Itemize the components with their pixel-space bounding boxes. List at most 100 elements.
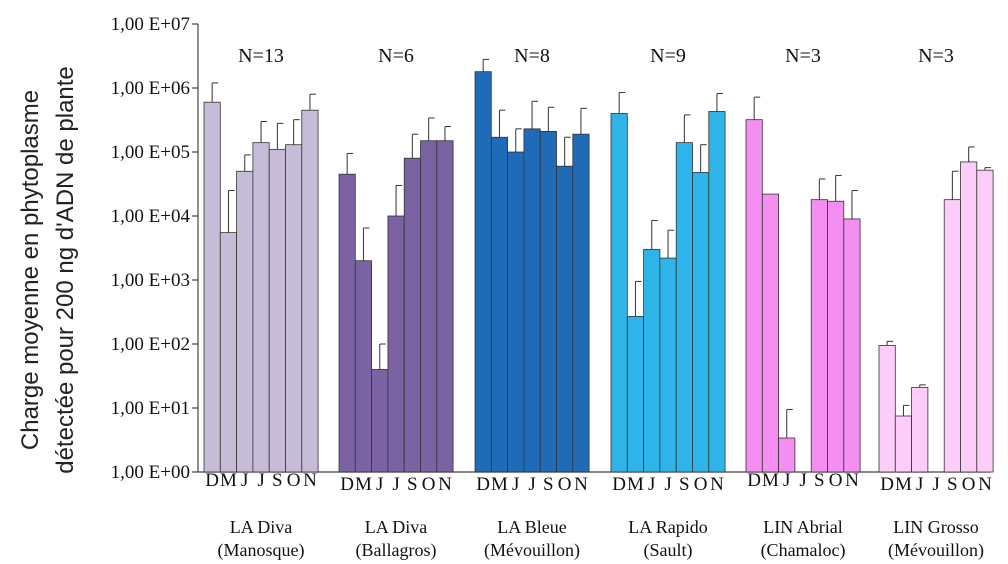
month-label: M: [220, 470, 237, 491]
bar: [252, 142, 270, 473]
bar: [761, 193, 779, 473]
bar: [219, 232, 238, 473]
n-label: N=3: [785, 45, 821, 67]
bar: [420, 140, 438, 473]
y-axis-title-line-1: Charge moyenne en phytoplasme: [17, 90, 44, 450]
month-label: M: [355, 474, 372, 495]
group-location: (Chamaloc): [761, 540, 846, 561]
bar: [539, 130, 557, 473]
month-label: S: [679, 474, 690, 495]
bar: [354, 260, 372, 473]
month-label: J: [664, 474, 671, 495]
month-label: J: [512, 474, 519, 495]
month-label: M: [762, 470, 779, 491]
bar: [301, 109, 319, 473]
month-label: D: [476, 474, 490, 495]
bar: [675, 142, 693, 473]
month-label: D: [880, 474, 894, 495]
month-label: N: [845, 470, 859, 491]
bar: [403, 157, 421, 473]
month-label: O: [422, 474, 436, 495]
bar: [692, 172, 710, 473]
bar: [387, 215, 405, 473]
month-label: J: [257, 470, 264, 491]
bar: [976, 169, 994, 473]
bar: [236, 170, 254, 473]
month-label: N: [438, 474, 452, 495]
bar: [708, 111, 726, 473]
bar: [827, 200, 845, 473]
month-label: D: [612, 474, 626, 495]
y-tick-label: 1,00 E+06: [111, 78, 190, 99]
month-label: J: [783, 470, 790, 491]
bar: [474, 71, 492, 473]
group-location: (Sault): [644, 540, 693, 561]
month-label: O: [694, 474, 708, 495]
bar: [436, 140, 454, 473]
bar: [960, 161, 978, 473]
bar: [507, 151, 525, 473]
group-name: LA Rapido: [628, 517, 708, 537]
y-axis-title: Charge moyenne en phytoplasme détectée p…: [17, 66, 79, 474]
month-label: O: [962, 474, 976, 495]
bar: [610, 113, 628, 473]
bar: [626, 315, 644, 473]
n-label: N=3: [918, 45, 954, 67]
bar: [285, 144, 303, 473]
n-label: N=6: [378, 45, 414, 67]
month-label: N: [978, 474, 992, 495]
month-label: N: [303, 470, 317, 491]
bar: [810, 199, 828, 473]
group-name: LA Diva: [365, 517, 428, 537]
bar: [745, 119, 763, 473]
labels: N=13D M J J S O NLA Diva(Manosque)N=6D M J J S O NLA…: [205, 45, 992, 561]
month-label: S: [407, 474, 418, 495]
month-label: D: [340, 474, 354, 495]
bar: [911, 386, 929, 473]
bar: [556, 165, 574, 473]
group-name: LA Diva: [230, 517, 293, 537]
bar: [203, 101, 221, 473]
bars: [203, 58, 994, 473]
month-label: S: [543, 474, 554, 495]
month-label: J: [648, 474, 655, 495]
month-label: N: [710, 474, 724, 495]
y-tick-label: 1,00 E+05: [111, 142, 190, 163]
n-label: N=13: [238, 45, 284, 67]
month-label: N: [574, 474, 588, 495]
month-label: M: [627, 474, 644, 495]
group-location: (Mévouillon): [888, 540, 984, 561]
bar: [268, 148, 286, 473]
month-label: D: [205, 470, 219, 491]
y-tick-label: 1,00 E+04: [111, 206, 191, 227]
y-tick-label: 1,00 E+03: [111, 270, 190, 291]
month-label: J: [528, 474, 535, 495]
month-label: J: [392, 474, 399, 495]
n-label: N=8: [514, 45, 550, 67]
month-label: S: [947, 474, 958, 495]
group-name: LIN Abrial: [763, 517, 842, 537]
month-label: S: [272, 470, 283, 491]
month-label: S: [814, 470, 825, 491]
bar: [943, 199, 961, 473]
bar: [523, 128, 541, 473]
axes: 1,00 E+00 1,00 E+01 1,00 E+02 1,00 E+03 1,00…: [111, 14, 990, 483]
y-tick-label: 1,00 E+01: [111, 398, 190, 419]
group-name: LA Bleue: [497, 517, 567, 537]
y-axis-title-line-2: détectée pour 200 ng d'ADN de plante: [52, 66, 79, 474]
bar: [490, 136, 508, 473]
bar: [659, 257, 677, 473]
month-label: J: [241, 470, 248, 491]
bar: [371, 369, 389, 473]
n-label: N=9: [650, 45, 686, 67]
y-tick-label: 1,00 E+00: [111, 462, 190, 483]
group-location: (Mévouillon): [484, 540, 580, 561]
bar: [778, 437, 796, 473]
month-label: J: [932, 474, 939, 495]
month-label: M: [895, 474, 912, 495]
bar: [894, 415, 912, 473]
month-label: J: [799, 470, 806, 491]
month-label: O: [287, 470, 301, 491]
bar: [643, 249, 661, 473]
